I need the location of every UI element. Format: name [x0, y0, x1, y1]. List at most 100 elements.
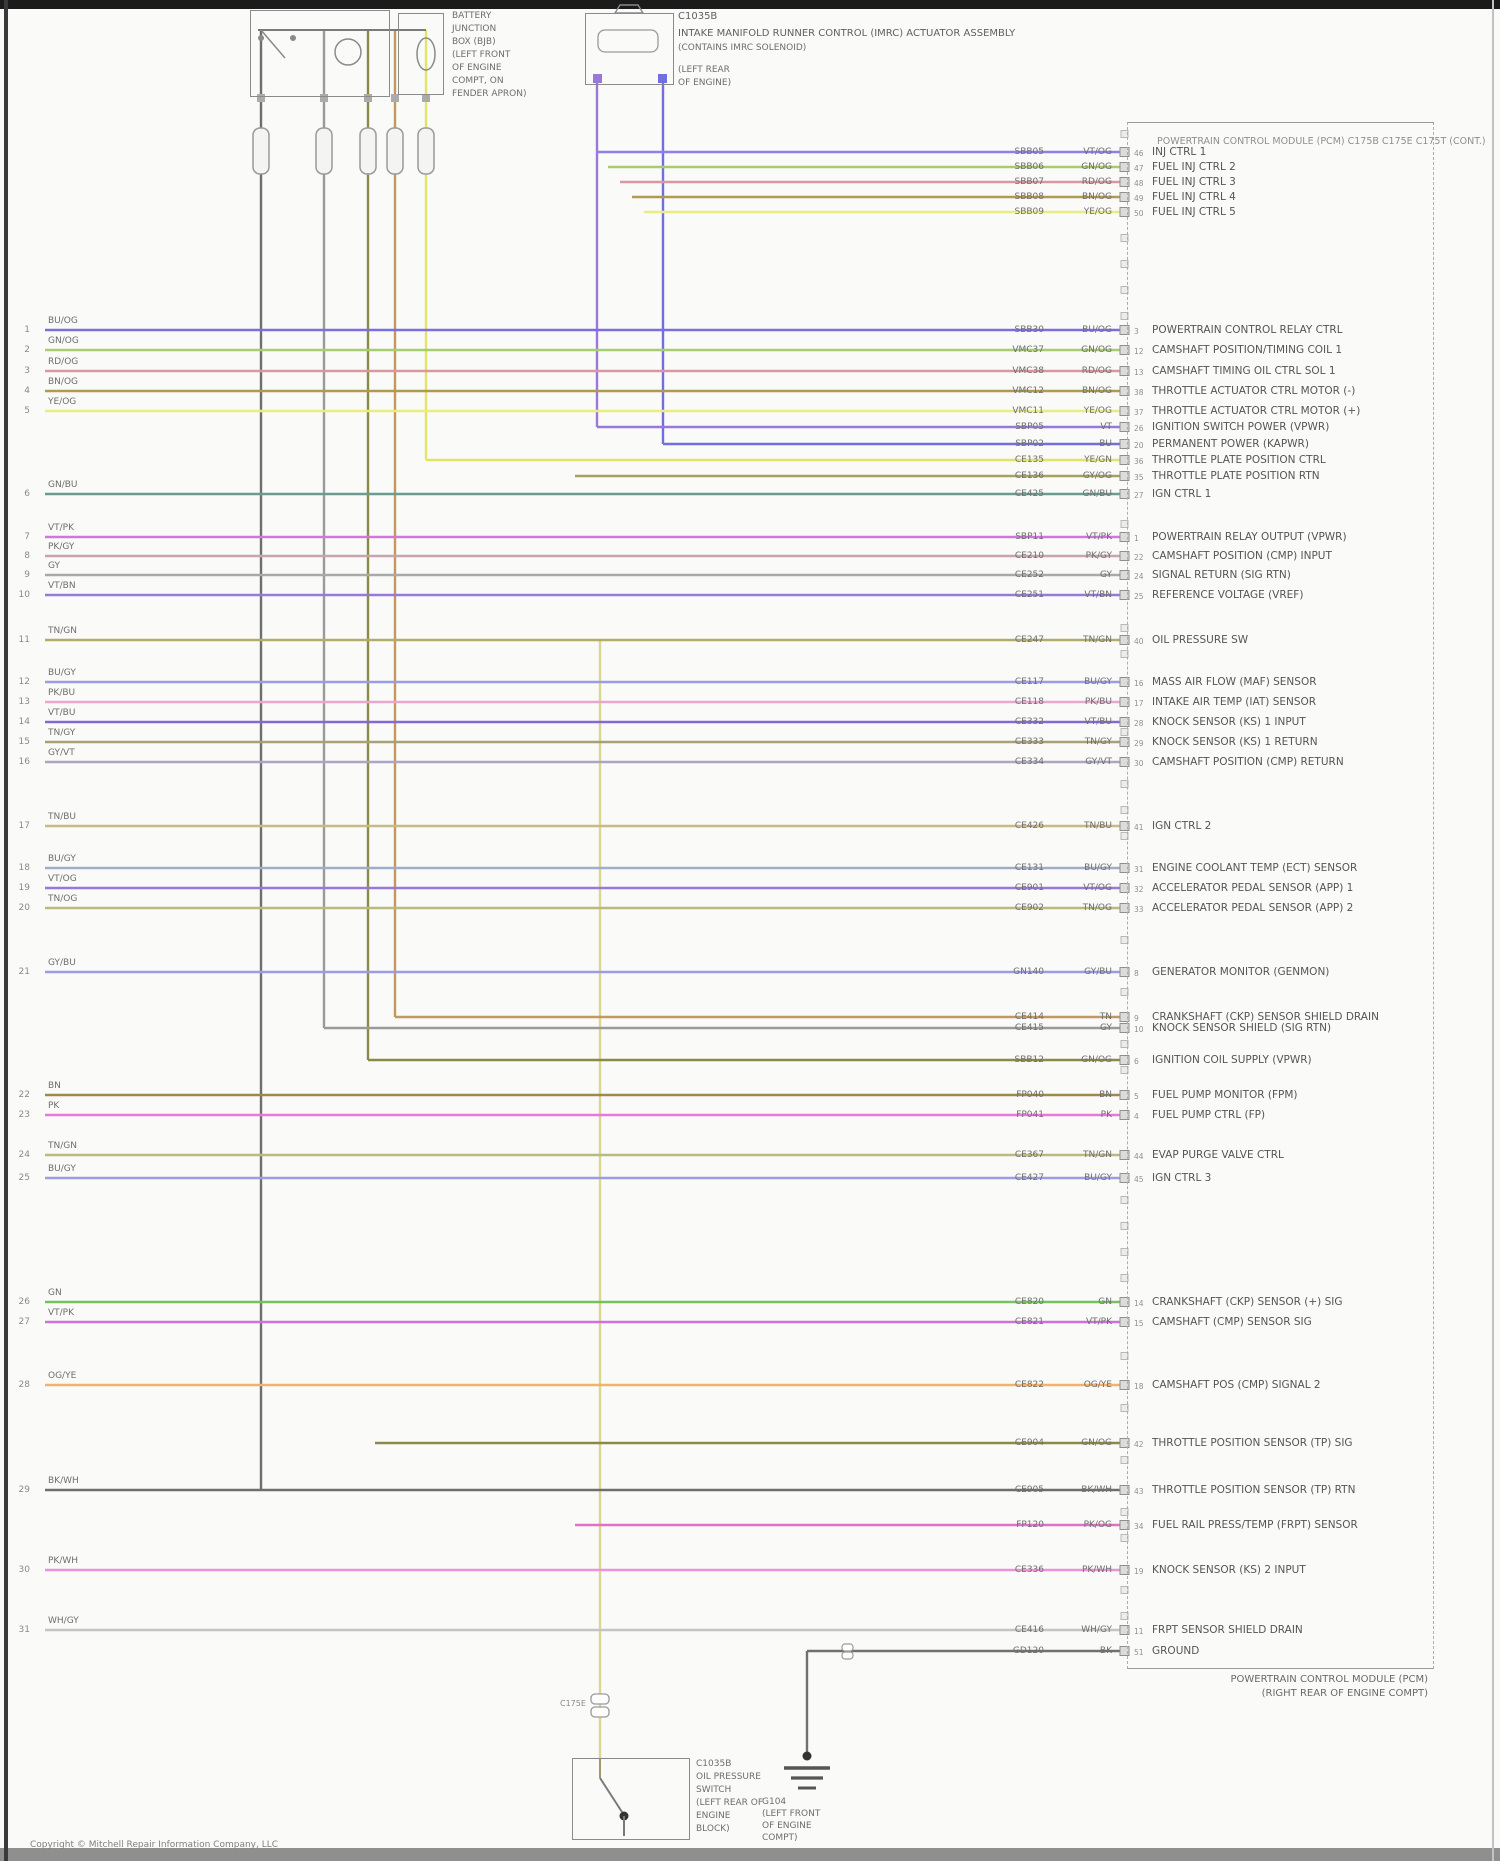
pcm-pin-number: 19 — [1134, 1567, 1144, 1576]
pcm-pin-number: 37 — [1134, 408, 1144, 417]
wire-circuit-label: CE820 — [1014, 1297, 1044, 1307]
pcm-pin-function-label: FUEL INJ CTRL 3 — [1152, 176, 1236, 188]
wire-circuit-label: CE367 — [1014, 1150, 1044, 1160]
wire-circuit-label: SBP11 — [1015, 532, 1044, 542]
pcm-pin-number: 3 — [1134, 327, 1139, 336]
wire-color-label: TN/BU — [1083, 821, 1112, 831]
wire-row-number: 23 — [18, 1110, 30, 1120]
imrc-connector-box — [585, 13, 674, 85]
connector-desc-label: INTAKE MANIFOLD RUNNER CONTROL (IMRC) AC… — [678, 28, 1016, 39]
wire-color-label: PK/BU — [1084, 697, 1112, 707]
wire-circuit-label: SBB05 — [1014, 147, 1044, 157]
pcm-pin-function-label: IGNITION COIL SUPPLY (VPWR) — [1152, 1054, 1312, 1066]
pcm-pin-function-label: KNOCK SENSOR (KS) 1 INPUT — [1152, 716, 1306, 728]
pcm-pin-number: 10 — [1134, 1025, 1144, 1034]
wire-circuit-label: CE332 — [1014, 717, 1044, 727]
wire-circuit-label: CE904 — [1014, 1438, 1044, 1448]
pcm-pin-function-label: CAMSHAFT POSITION (CMP) RETURN — [1152, 756, 1344, 768]
wire-left-color-label: WH/GY — [48, 1616, 79, 1626]
pcm-pin-function-label: IGN CTRL 1 — [1152, 488, 1212, 500]
wire-left-color-label: GN — [48, 1288, 62, 1298]
pcm-pin-function-label: FUEL INJ CTRL 5 — [1152, 206, 1236, 218]
pcm-pin-function-label: INTAKE AIR TEMP (IAT) SENSOR — [1152, 696, 1317, 708]
scan-left-border — [4, 0, 8, 1861]
pcm-pin-function-label: FUEL INJ CTRL 2 — [1152, 161, 1236, 173]
wire-color-label: VT/BN — [1084, 590, 1112, 600]
pcm-pin-number: 26 — [1134, 424, 1144, 433]
wire-circuit-label: SBB09 — [1014, 207, 1044, 217]
pcm-pin-function-label: THROTTLE ACTUATOR CTRL MOTOR (+) — [1152, 405, 1361, 417]
pcm-pin-function-label: CAMSHAFT POSITION/TIMING COIL 1 — [1152, 344, 1343, 356]
wire-row-number: 7 — [24, 532, 30, 542]
wire-circuit-label: SBP02 — [1015, 439, 1044, 449]
pcm-pin-number: 15 — [1134, 1319, 1144, 1328]
wire-row-number: 6 — [24, 489, 30, 499]
pcm-pin-function-label: GENERATOR MONITOR (GENMON) — [1152, 966, 1330, 978]
scan-right-border — [1492, 0, 1494, 1861]
wire-left-color-label: TN/OG — [48, 894, 78, 904]
wire-row-number: 15 — [18, 737, 30, 747]
pcm-pin-function-label: GROUND — [1152, 1645, 1200, 1657]
wire-row-number: 10 — [18, 590, 30, 600]
wire-left-color-label: GY/BU — [48, 958, 76, 968]
oil-switch-label-line: SWITCH — [696, 1785, 732, 1795]
oil-switch-label-line: OIL PRESSURE — [696, 1772, 761, 1782]
wire-color-label: GN/OG — [1081, 1438, 1112, 1448]
pcm-pin-function-label: POWERTRAIN RELAY OUTPUT (VPWR) — [1152, 531, 1347, 543]
wire-circuit-label: SBB08 — [1014, 192, 1044, 202]
wire-color-label: TN/GN — [1083, 1150, 1112, 1160]
pcm-pin-function-label: FUEL PUMP MONITOR (FPM) — [1152, 1089, 1298, 1101]
pcm-pin-number: 18 — [1134, 1382, 1144, 1391]
fusebox-label-line: COMPT, ON — [452, 76, 504, 86]
pcm-pin-function-label: EVAP PURGE VALVE CTRL — [1152, 1149, 1284, 1161]
wire-left-color-label: PK/GY — [48, 542, 75, 552]
pcm-pin-number: 46 — [1134, 149, 1144, 158]
wire-color-label: PK/WH — [1081, 1565, 1112, 1575]
wire-row-number: 3 — [24, 366, 30, 376]
wire-left-color-label: BU/GY — [48, 668, 76, 678]
wire-color-label: VT/BU — [1084, 717, 1112, 727]
wire-left-color-label: VT/BN — [48, 581, 76, 591]
pcm-pin-function-label: IGN CTRL 2 — [1152, 820, 1212, 832]
wire-row-number: 20 — [18, 903, 30, 913]
wire-color-label: GY/OG — [1082, 471, 1112, 481]
pcm-pin-number: 34 — [1134, 1522, 1144, 1531]
pcm-pin-number: 45 — [1134, 1175, 1144, 1184]
wire-circuit-label: GN140 — [1013, 967, 1044, 977]
pcm-pin-function-label: KNOCK SENSOR (KS) 1 RETURN — [1152, 736, 1318, 748]
pcm-pin-number: 13 — [1134, 368, 1144, 377]
oil-switch-label-line: ENGINE — [696, 1811, 731, 1821]
wire-left-color-label: GY — [48, 561, 61, 571]
pcm-pin-number: 11 — [1134, 1627, 1144, 1636]
wire-color-label: OG/YE — [1083, 1380, 1112, 1390]
fusebox-label-line: JUNCTION — [452, 24, 497, 34]
pcm-pin-number: 29 — [1134, 739, 1144, 748]
pcm-pin-number: 42 — [1134, 1440, 1144, 1449]
wire-circuit-label: CE336 — [1014, 1565, 1044, 1575]
pcm-caption-line1: POWERTRAIN CONTROL MODULE (PCM) — [1230, 1674, 1428, 1685]
oil-switch-label-line: C1035B — [696, 1759, 732, 1769]
wire-left-color-label: VT/OG — [48, 874, 77, 884]
wire-circuit-label: VMC12 — [1012, 386, 1044, 396]
wire-color-label: BK — [1099, 1646, 1112, 1656]
wire-row-number: 28 — [18, 1380, 30, 1390]
pcm-pin-function-label: KNOCK SENSOR (KS) 2 INPUT — [1152, 1564, 1306, 1576]
ground-label-line: OF ENGINE — [762, 1821, 812, 1831]
wire-left-color-label: VT/BU — [48, 708, 76, 718]
wire-circuit-label: FP041 — [1016, 1110, 1044, 1120]
pcm-pin-function-label: SIGNAL RETURN (SIG RTN) — [1152, 569, 1291, 581]
pcm-pin-number: 38 — [1134, 388, 1144, 397]
connector-id-label: C1035B — [678, 11, 718, 22]
wire-color-label: YE/OG — [1083, 207, 1112, 217]
ground-label-line: (LEFT FRONT — [762, 1809, 821, 1819]
pcm-pin-function-label: THROTTLE POSITION SENSOR (TP) RTN — [1152, 1484, 1356, 1496]
wire-color-label: VT/PK — [1085, 1317, 1112, 1327]
wire-circuit-label: CE135 — [1014, 455, 1044, 465]
pcm-pin-function-label: THROTTLE PLATE POSITION RTN — [1152, 470, 1320, 482]
wire-row-number: 14 — [18, 717, 30, 727]
wire-circuit-label: CE415 — [1014, 1023, 1044, 1033]
pcm-pin-function-label: CRANKSHAFT (CKP) SENSOR SHIELD DRAIN — [1152, 1011, 1379, 1023]
wire-color-label: GN — [1098, 1297, 1112, 1307]
wire-color-label: GY/VT — [1085, 757, 1112, 767]
ground-label-line: G104 — [762, 1797, 787, 1807]
